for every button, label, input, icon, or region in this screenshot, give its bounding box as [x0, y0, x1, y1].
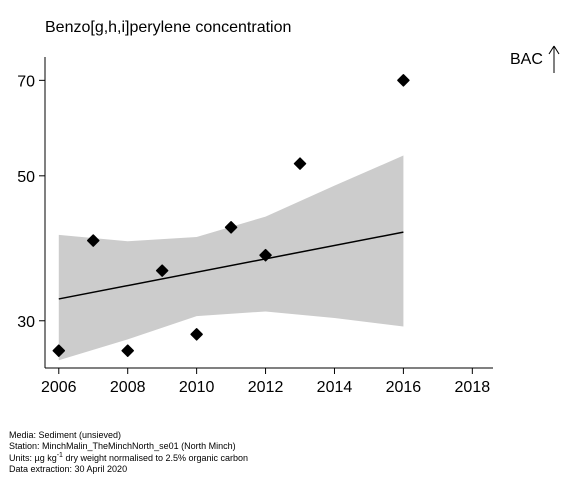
footer-units-suffix: dry weight normalised to 2.5% organic ca… — [62, 453, 249, 463]
confidence-band — [58, 155, 404, 361]
x-tick-label: 2014 — [317, 379, 353, 396]
data-point — [86, 234, 100, 247]
x-tick-label: 2006 — [41, 379, 77, 396]
bac-up-arrow-icon — [548, 45, 560, 73]
data-point — [224, 221, 238, 234]
trend-line — [58, 231, 404, 300]
x-tick-label: 2012 — [248, 379, 284, 396]
footer-station: Station: MinchMalin_TheMinchNorth_se01 (… — [9, 440, 236, 451]
footer-units-prefix: Units: µg kg — [9, 453, 57, 463]
x-tick-label: 2010 — [179, 379, 215, 396]
footer-units-sup: -1 — [56, 452, 63, 459]
y-tick-label: 50 — [17, 169, 35, 186]
y-tick-label: 30 — [17, 314, 35, 331]
data-point — [259, 248, 272, 262]
chart-title: Benzo[g,h,i]perylene concentration — [45, 19, 292, 36]
data-point — [293, 157, 307, 170]
x-tick-label: 2018 — [455, 379, 491, 396]
data-point — [52, 344, 66, 357]
data-point — [155, 264, 169, 277]
data-point — [397, 74, 410, 87]
y-tick-label: 70 — [17, 73, 35, 90]
data-point — [190, 328, 203, 341]
x-tick-label: 2016 — [386, 379, 422, 396]
bac-label: BAC — [510, 51, 543, 68]
footer-units: Units: µg kg-1 dry weight normalised to … — [9, 451, 248, 464]
footer-extraction: Data extraction: 30 April 2020 — [9, 463, 128, 474]
x-tick-label: 2008 — [110, 379, 146, 396]
chart-footer: Media: Sediment (unsieved) Station: Minc… — [9, 430, 248, 474]
footer-media: Media: Sediment (unsieved) — [9, 430, 122, 440]
data-point — [121, 344, 134, 357]
